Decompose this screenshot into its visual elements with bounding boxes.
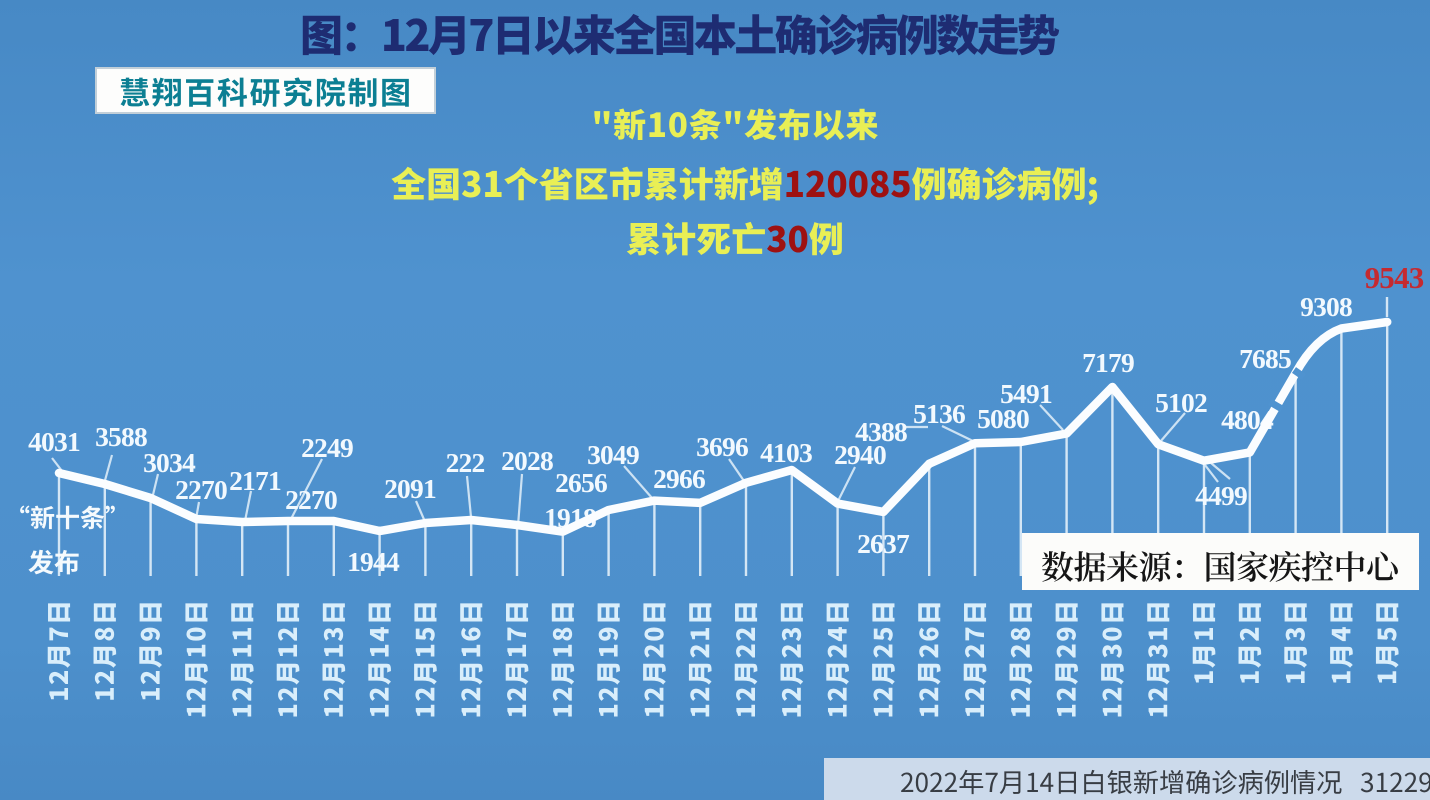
svg-text:2940: 2940 bbox=[834, 439, 886, 470]
svg-text:4031: 4031 bbox=[28, 426, 80, 457]
svg-text:2966: 2966 bbox=[653, 463, 705, 494]
svg-text:4499: 4499 bbox=[1195, 480, 1247, 511]
svg-text:7179: 7179 bbox=[1082, 347, 1134, 378]
svg-text:2171: 2171 bbox=[229, 465, 281, 496]
svg-text:2028: 2028 bbox=[501, 445, 553, 476]
svg-text:3588: 3588 bbox=[95, 421, 147, 452]
svg-text:3049: 3049 bbox=[587, 439, 639, 470]
svg-text:5491: 5491 bbox=[1000, 378, 1052, 409]
svg-text:5136: 5136 bbox=[913, 398, 965, 429]
svg-text:9308: 9308 bbox=[1300, 291, 1352, 322]
svg-text:2270: 2270 bbox=[175, 474, 227, 505]
svg-text:1944: 1944 bbox=[347, 546, 400, 577]
svg-text:2656: 2656 bbox=[555, 467, 607, 498]
svg-text:5102: 5102 bbox=[1155, 387, 1207, 418]
svg-text:9543: 9543 bbox=[1365, 260, 1424, 295]
svg-text:4103: 4103 bbox=[760, 437, 812, 468]
svg-text:2270: 2270 bbox=[285, 484, 337, 515]
svg-text:2249: 2249 bbox=[301, 432, 353, 463]
svg-text:7685: 7685 bbox=[1239, 343, 1291, 374]
svg-text:5080: 5080 bbox=[977, 403, 1029, 434]
svg-text:3034: 3034 bbox=[143, 447, 196, 478]
svg-text:2091: 2091 bbox=[384, 473, 436, 504]
svg-text:222: 222 bbox=[446, 447, 485, 478]
svg-text:3696: 3696 bbox=[696, 431, 748, 462]
svg-text:2637: 2637 bbox=[857, 528, 910, 559]
svg-text:4388: 4388 bbox=[855, 416, 907, 447]
